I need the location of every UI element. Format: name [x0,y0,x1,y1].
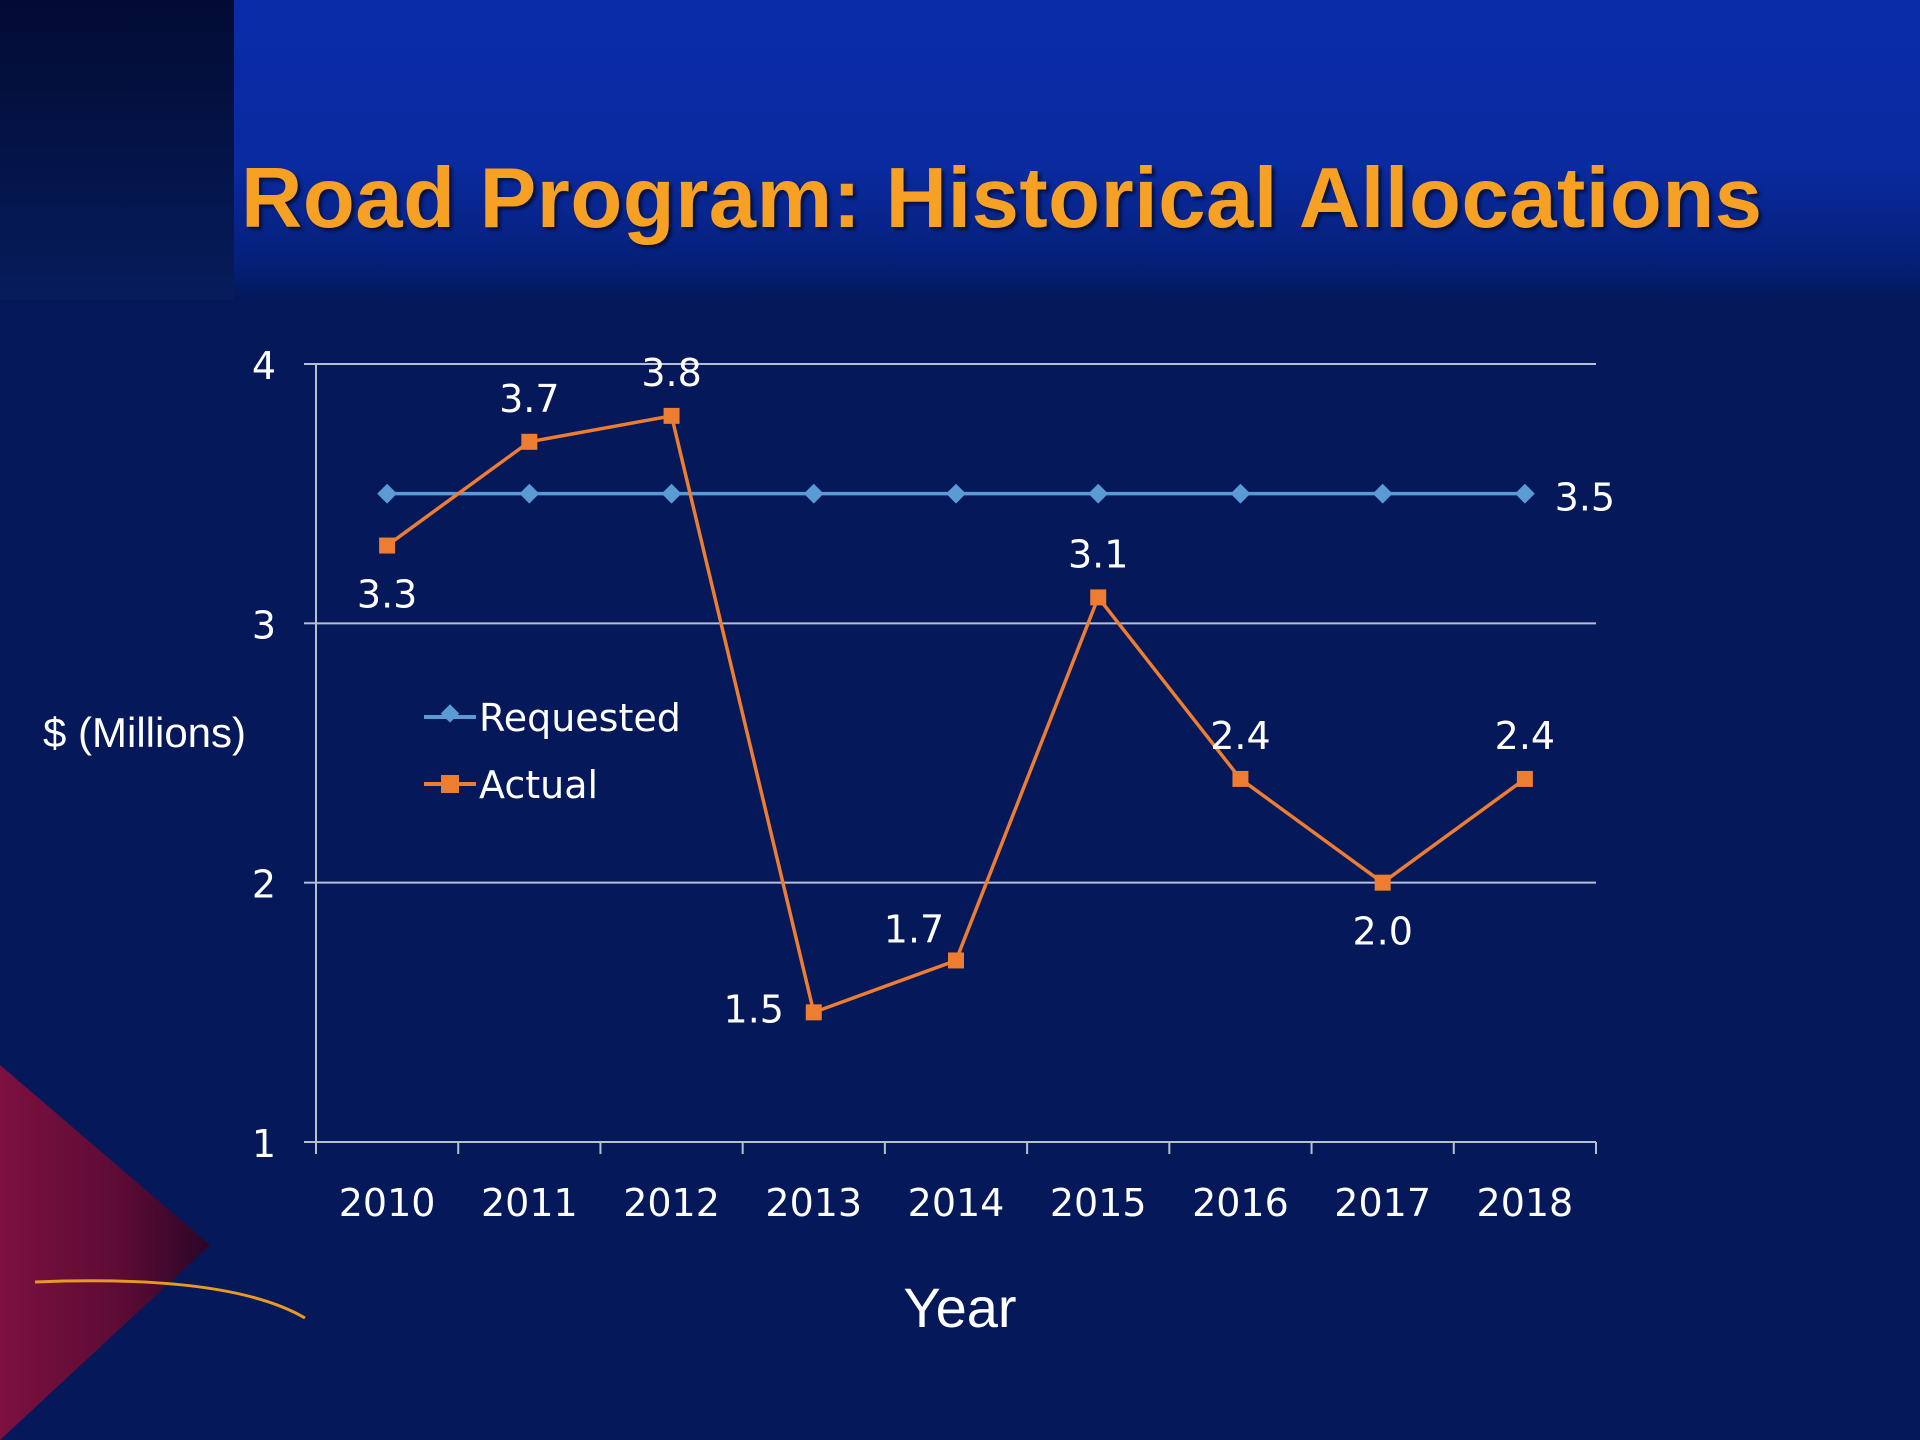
point-actual [948,952,964,969]
data-label-actual: 3.1 [1068,532,1128,576]
data-label-actual: 2.4 [1210,714,1270,758]
x-axis-title: Year [903,1276,1016,1339]
x-tick-label: 2014 [908,1181,1005,1225]
data-label-requested: 3.5 [1555,476,1615,520]
data-labels: 3.5 3.3 3.7 3.8 1.5 1.7 3.1 2.4 2.0 2.4 [357,351,1615,1031]
point-requested [803,483,824,504]
axes: 1 2 3 4 2010 2011 2012 2013 2014 2015 2016 2017 2018 [252,344,1597,1225]
point-actual [1374,874,1391,891]
data-label-actual: 3.8 [641,351,701,395]
legend-requested-marker [440,704,460,723]
corner-shading [0,0,234,300]
point-actual [379,537,396,554]
legend-actual-marker [441,775,459,793]
data-label-actual: 2.0 [1352,910,1412,954]
data-label-actual: 3.3 [357,573,417,617]
point-requested [1372,483,1393,504]
point-requested [661,483,682,504]
y-tick-label: 1 [252,1122,276,1166]
corner-swoosh [34,1279,306,1320]
y-axis-title: $ (Millions) [43,709,246,756]
point-requested [946,483,966,504]
point-requested [1514,483,1535,504]
point-actual [1090,589,1107,606]
data-label-actual: 3.7 [499,377,559,421]
point-requested [1230,483,1251,504]
data-label-actual: 2.4 [1495,714,1555,758]
x-tick-label: 2018 [1477,1181,1574,1225]
x-tick-label: 2010 [339,1181,436,1225]
data-label-actual: 1.7 [884,907,944,951]
x-tick-label: 2012 [623,1181,720,1225]
point-actual [1516,770,1533,787]
legend: Requested Actual [424,696,681,807]
x-tick-label: 2015 [1050,1181,1147,1225]
y-tick-label: 3 [252,603,276,647]
x-tick-label: 2011 [481,1181,578,1225]
x-tick-label: 2017 [1334,1181,1431,1225]
corner-wedge [0,1065,210,1440]
point-requested [519,483,540,504]
point-actual [663,407,680,424]
header-band [234,0,1920,300]
y-tick-label: 4 [252,344,276,388]
x-tick-label: 2013 [765,1181,862,1225]
point-requested [377,483,398,504]
legend-actual-label: Actual [479,763,598,807]
legend-requested-label: Requested [479,696,681,740]
series [377,407,1535,1021]
data-label-actual: 1.5 [724,987,784,1031]
x-tick-label: 2016 [1192,1181,1289,1225]
point-actual [521,433,538,450]
y-tick-label: 2 [252,863,276,907]
point-actual [1232,770,1249,787]
slide-title: Road Program: Historical Allocations [241,151,1763,246]
point-actual [805,1004,822,1021]
point-requested [1088,483,1109,504]
